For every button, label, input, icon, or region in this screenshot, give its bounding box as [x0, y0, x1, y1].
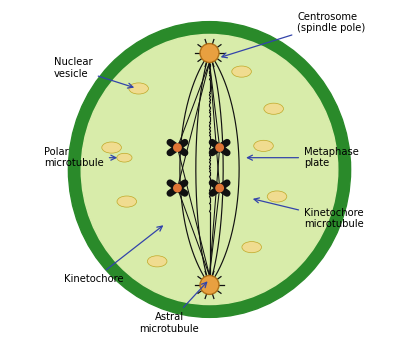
Ellipse shape: [117, 153, 132, 162]
Ellipse shape: [264, 103, 283, 114]
Circle shape: [216, 184, 223, 192]
Text: Kinetochore: Kinetochore: [65, 226, 162, 284]
Ellipse shape: [242, 242, 261, 253]
Ellipse shape: [254, 140, 273, 152]
Ellipse shape: [129, 83, 148, 94]
Text: Nuclear
vesicle: Nuclear vesicle: [54, 57, 133, 88]
Ellipse shape: [102, 142, 122, 153]
Circle shape: [174, 184, 181, 192]
Ellipse shape: [117, 196, 137, 207]
Text: Metaphase
plate: Metaphase plate: [248, 147, 359, 168]
Ellipse shape: [68, 22, 351, 317]
Text: Astral
microtubule: Astral microtubule: [139, 282, 207, 334]
Ellipse shape: [232, 66, 251, 77]
Text: Kinetochore
microtubule: Kinetochore microtubule: [254, 198, 364, 229]
Ellipse shape: [267, 191, 287, 202]
Text: Polar
microtubule: Polar microtubule: [44, 147, 116, 168]
Circle shape: [174, 144, 181, 151]
Ellipse shape: [147, 256, 167, 267]
Ellipse shape: [81, 35, 338, 304]
Text: Centrosome
(spindle pole): Centrosome (spindle pole): [222, 12, 365, 58]
Circle shape: [200, 44, 219, 62]
Circle shape: [216, 144, 223, 151]
Circle shape: [200, 276, 219, 294]
